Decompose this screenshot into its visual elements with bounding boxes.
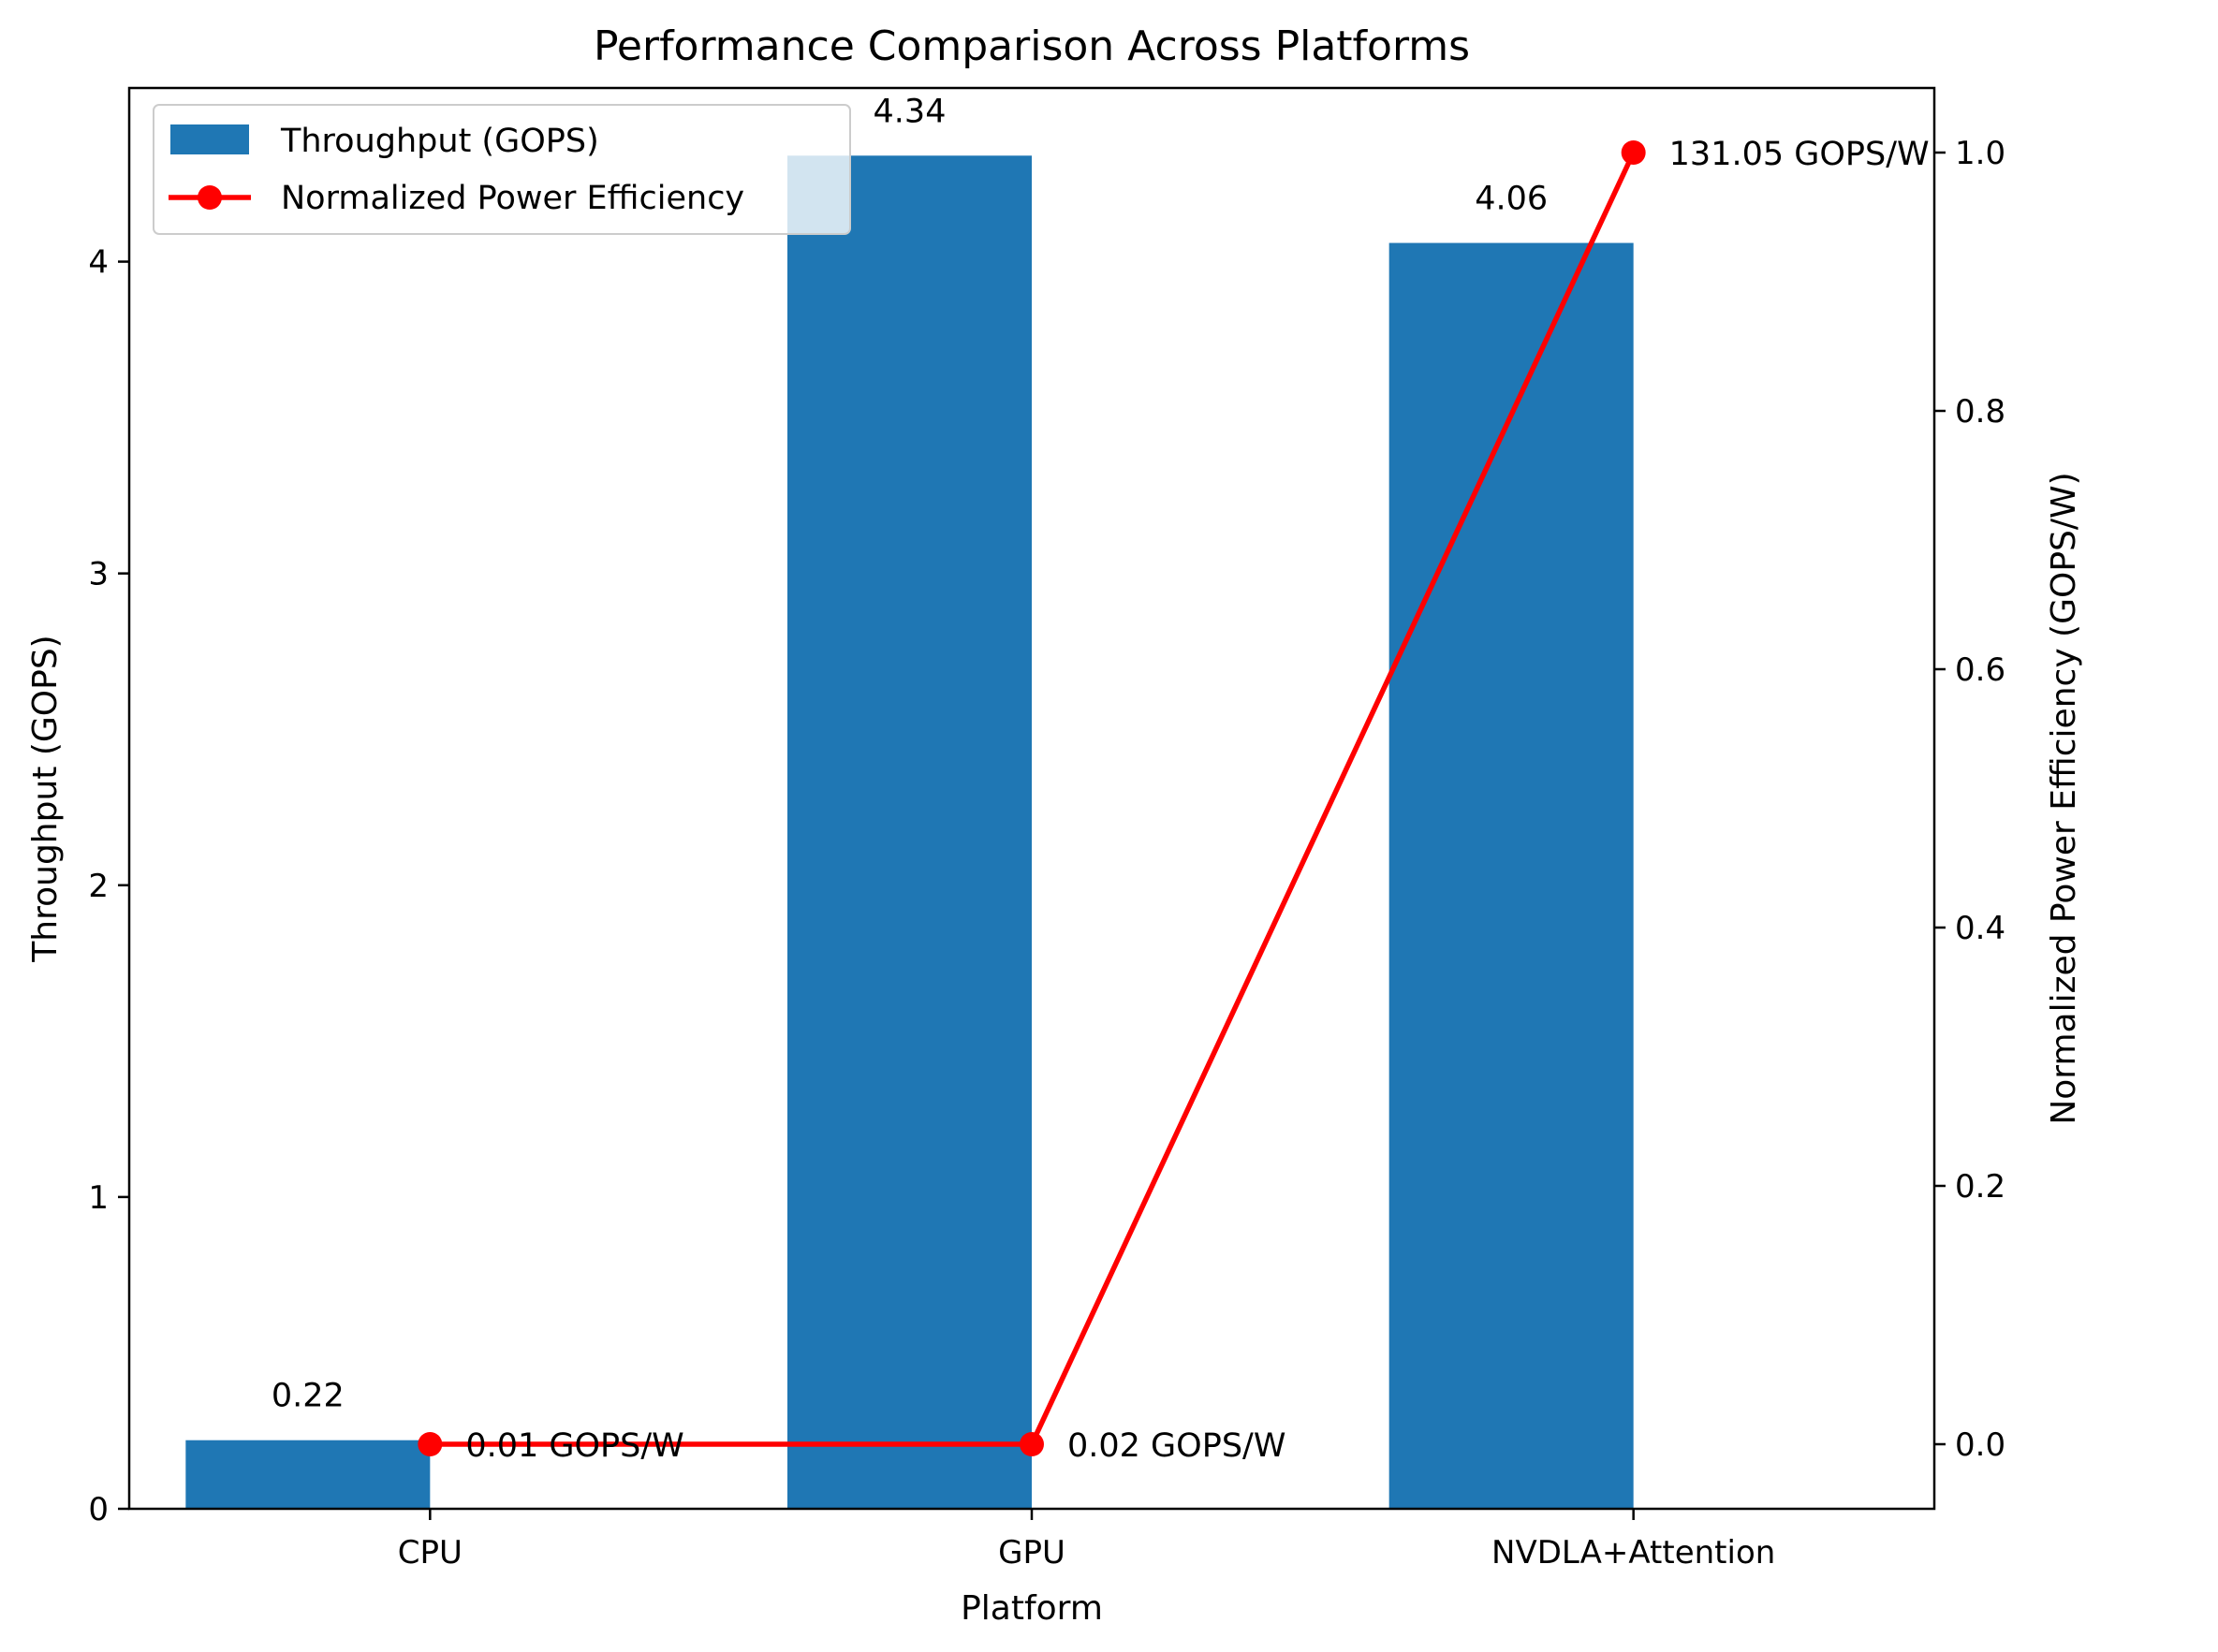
x-axis-label: Platform — [961, 1589, 1103, 1628]
right-tick-label: 0.4 — [1955, 910, 2005, 947]
left-tick-label: 4 — [88, 244, 109, 282]
right-tick-label: 0.8 — [1955, 393, 2005, 431]
right-tick-label: 0.0 — [1955, 1426, 2005, 1464]
chart-title: Performance Comparison Across Platforms — [594, 22, 1470, 70]
line-series — [418, 140, 1646, 1456]
right-tick-label: 0.6 — [1955, 651, 2005, 689]
efficiency-point — [1020, 1432, 1044, 1456]
legend-line-label: Normalized Power Efficiency — [281, 180, 744, 217]
legend-bar-label: Throughput (GOPS) — [280, 123, 599, 160]
x-tick-label: NVDLA+Attention — [1491, 1534, 1775, 1572]
bar-gpu — [787, 155, 1032, 1509]
bar-cpu — [185, 1440, 431, 1509]
legend: Throughput (GOPS) Normalized Power Effic… — [153, 104, 851, 235]
bar-data-labels: 0.22 4.34 4.06 — [272, 93, 1548, 1414]
efficiency-value-label: 131.05 GOPS/W — [1669, 136, 1930, 173]
left-tick-label: 2 — [88, 868, 109, 905]
left-tick-label: 3 — [88, 556, 109, 593]
left-y-axis-ticks: 0 1 2 3 4 — [88, 244, 129, 1528]
efficiency-point — [1621, 140, 1646, 165]
y-axis-label-left: Throughput (GOPS) — [26, 635, 65, 962]
bar-value-label: 4.34 — [874, 93, 947, 130]
right-y-axis-ticks: 0.0 0.2 0.4 0.6 0.8 1.0 — [1934, 135, 2005, 1464]
x-tick-label: CPU — [398, 1534, 463, 1572]
left-tick-label: 1 — [88, 1179, 109, 1217]
x-tick-label: GPU — [998, 1534, 1065, 1572]
y-axis-label-right: Normalized Power Efficiency (GOPS/W) — [2045, 472, 2083, 1124]
legend-box — [153, 104, 851, 235]
efficiency-value-label: 0.02 GOPS/W — [1067, 1427, 1285, 1465]
efficiency-point — [418, 1432, 443, 1456]
bar-value-label: 0.22 — [272, 1378, 345, 1415]
line-data-labels: 0.01 GOPS/W 0.02 GOPS/W 131.05 GOPS/W — [465, 136, 1929, 1465]
bar-series — [185, 155, 1634, 1509]
efficiency-value-label: 0.01 GOPS/W — [465, 1427, 683, 1465]
left-tick-label: 0 — [88, 1491, 109, 1528]
x-axis-ticks: CPU GPU NVDLA+Attention — [398, 1509, 1775, 1572]
bar-value-label: 4.06 — [1475, 181, 1548, 218]
legend-bar-swatch — [170, 124, 249, 154]
right-tick-label: 1.0 — [1955, 135, 2005, 172]
legend-line-marker — [198, 185, 222, 210]
bar-nvdla-attention — [1388, 242, 1634, 1509]
right-tick-label: 0.2 — [1955, 1168, 2005, 1206]
